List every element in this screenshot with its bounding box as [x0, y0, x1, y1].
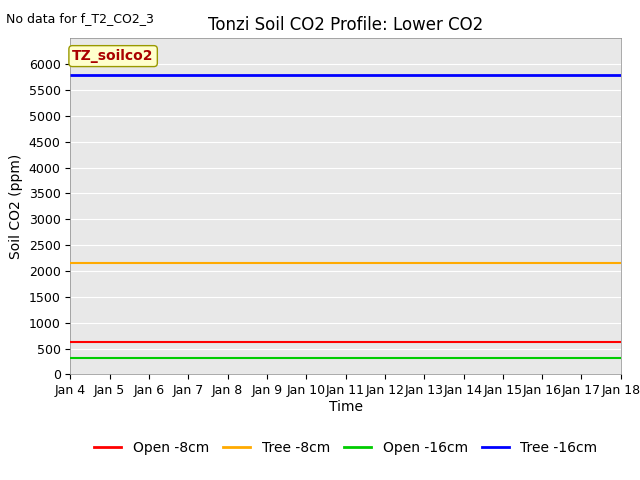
Y-axis label: Soil CO2 (ppm): Soil CO2 (ppm)	[9, 154, 23, 259]
Text: No data for f_T2_CO2_3: No data for f_T2_CO2_3	[6, 12, 154, 25]
X-axis label: Time: Time	[328, 400, 363, 414]
Text: TZ_soilco2: TZ_soilco2	[72, 49, 154, 63]
Legend: Open -8cm, Tree -8cm, Open -16cm, Tree -16cm: Open -8cm, Tree -8cm, Open -16cm, Tree -…	[88, 435, 603, 460]
Title: Tonzi Soil CO2 Profile: Lower CO2: Tonzi Soil CO2 Profile: Lower CO2	[208, 16, 483, 34]
